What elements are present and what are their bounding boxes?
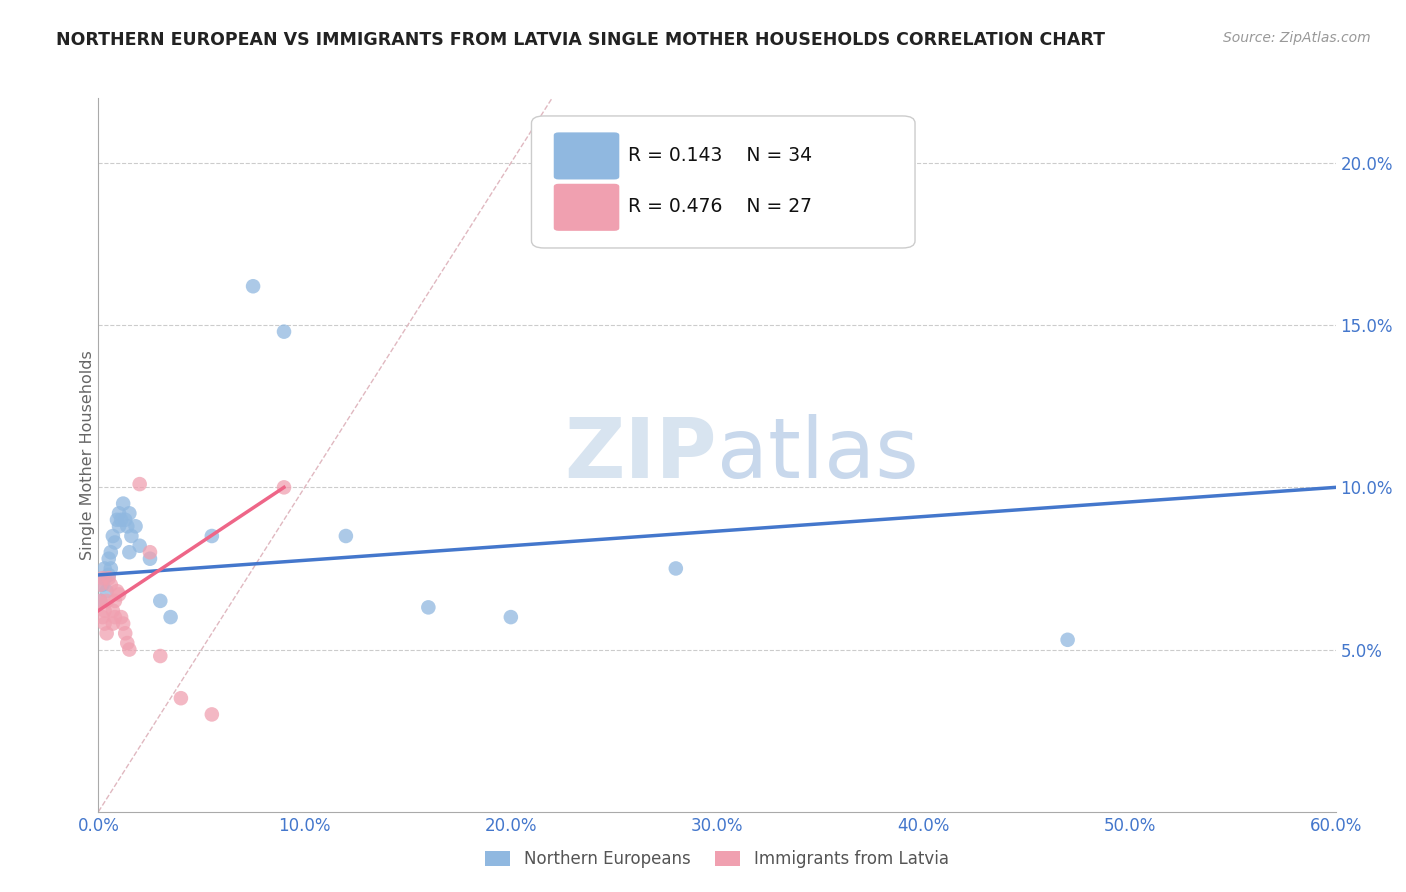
Point <box>105 513 128 527</box>
Point <box>118 642 141 657</box>
Point <box>93 571 115 585</box>
FancyBboxPatch shape <box>554 132 619 179</box>
Point <box>101 604 124 618</box>
Point <box>665 561 688 575</box>
Point <box>149 648 172 663</box>
Point <box>139 545 162 559</box>
Point <box>242 279 264 293</box>
Point <box>101 616 124 631</box>
Point <box>273 325 295 339</box>
Point <box>89 594 111 608</box>
Point <box>93 616 115 631</box>
Point <box>104 535 127 549</box>
Point <box>159 610 181 624</box>
Point <box>170 691 193 706</box>
Point <box>149 594 172 608</box>
Point <box>118 545 141 559</box>
Point <box>108 506 131 520</box>
Point <box>100 577 122 591</box>
Text: R = 0.476    N = 27: R = 0.476 N = 27 <box>628 197 813 216</box>
FancyBboxPatch shape <box>554 184 619 231</box>
Text: NORTHERN EUROPEAN VS IMMIGRANTS FROM LATVIA SINGLE MOTHER HOUSEHOLDS CORRELATION: NORTHERN EUROPEAN VS IMMIGRANTS FROM LAT… <box>56 31 1105 49</box>
Point <box>118 506 141 520</box>
Point <box>335 529 357 543</box>
FancyBboxPatch shape <box>531 116 915 248</box>
Point <box>139 551 162 566</box>
Point <box>114 626 136 640</box>
Text: R = 0.143    N = 34: R = 0.143 N = 34 <box>628 145 813 165</box>
Legend: Northern Europeans, Immigrants from Latvia: Northern Europeans, Immigrants from Latv… <box>478 844 956 875</box>
Point <box>105 584 128 599</box>
Point <box>117 519 139 533</box>
Point <box>97 551 120 566</box>
Point <box>201 707 224 722</box>
Point <box>418 600 440 615</box>
Point <box>100 545 122 559</box>
Text: Source: ZipAtlas.com: Source: ZipAtlas.com <box>1223 31 1371 45</box>
Point <box>100 561 122 575</box>
Point <box>108 587 131 601</box>
Point <box>201 529 224 543</box>
Point <box>104 610 127 624</box>
Point <box>93 604 115 618</box>
Point <box>101 529 124 543</box>
Point <box>1056 632 1078 647</box>
Point <box>89 577 111 591</box>
Point <box>89 594 111 608</box>
Point <box>96 584 118 599</box>
Point <box>499 610 522 624</box>
Point <box>124 519 146 533</box>
Text: atlas: atlas <box>717 415 918 495</box>
Y-axis label: Single Mother Households: Single Mother Households <box>80 350 94 560</box>
Point <box>110 610 132 624</box>
Point <box>110 513 132 527</box>
Point <box>91 577 114 591</box>
Point <box>104 594 127 608</box>
Text: ZIP: ZIP <box>565 415 717 495</box>
Point <box>112 497 135 511</box>
Point <box>112 616 135 631</box>
Point <box>97 568 120 582</box>
Point <box>114 513 136 527</box>
Point <box>93 561 115 575</box>
Point <box>91 571 114 585</box>
Point <box>120 529 142 543</box>
Point <box>128 477 150 491</box>
Point <box>117 636 139 650</box>
Point <box>96 626 118 640</box>
Point <box>96 594 118 608</box>
Point <box>108 519 131 533</box>
Point <box>128 539 150 553</box>
Point <box>91 610 114 624</box>
Point <box>273 480 295 494</box>
Point <box>97 571 120 585</box>
